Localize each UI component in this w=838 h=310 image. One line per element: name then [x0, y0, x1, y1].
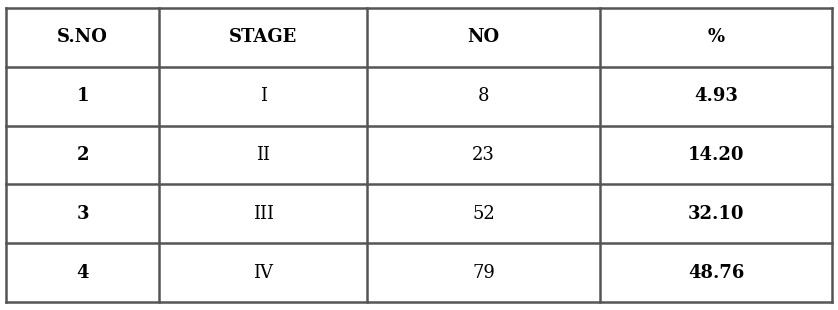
- Text: STAGE: STAGE: [229, 28, 297, 46]
- Text: 23: 23: [473, 146, 495, 164]
- Text: 48.76: 48.76: [688, 264, 744, 282]
- Text: S.NO: S.NO: [57, 28, 108, 46]
- Text: III: III: [253, 205, 274, 223]
- Text: 14.20: 14.20: [688, 146, 744, 164]
- Text: 52: 52: [473, 205, 495, 223]
- Text: %: %: [707, 28, 725, 46]
- Text: NO: NO: [468, 28, 499, 46]
- Text: 3: 3: [76, 205, 89, 223]
- Text: 2: 2: [76, 146, 89, 164]
- Text: II: II: [256, 146, 270, 164]
- Text: I: I: [260, 87, 266, 105]
- Text: 4.93: 4.93: [694, 87, 738, 105]
- Text: 32.10: 32.10: [688, 205, 744, 223]
- Text: IV: IV: [253, 264, 273, 282]
- Text: 4: 4: [76, 264, 89, 282]
- Text: 1: 1: [76, 87, 89, 105]
- Text: 79: 79: [473, 264, 495, 282]
- Text: 8: 8: [478, 87, 489, 105]
